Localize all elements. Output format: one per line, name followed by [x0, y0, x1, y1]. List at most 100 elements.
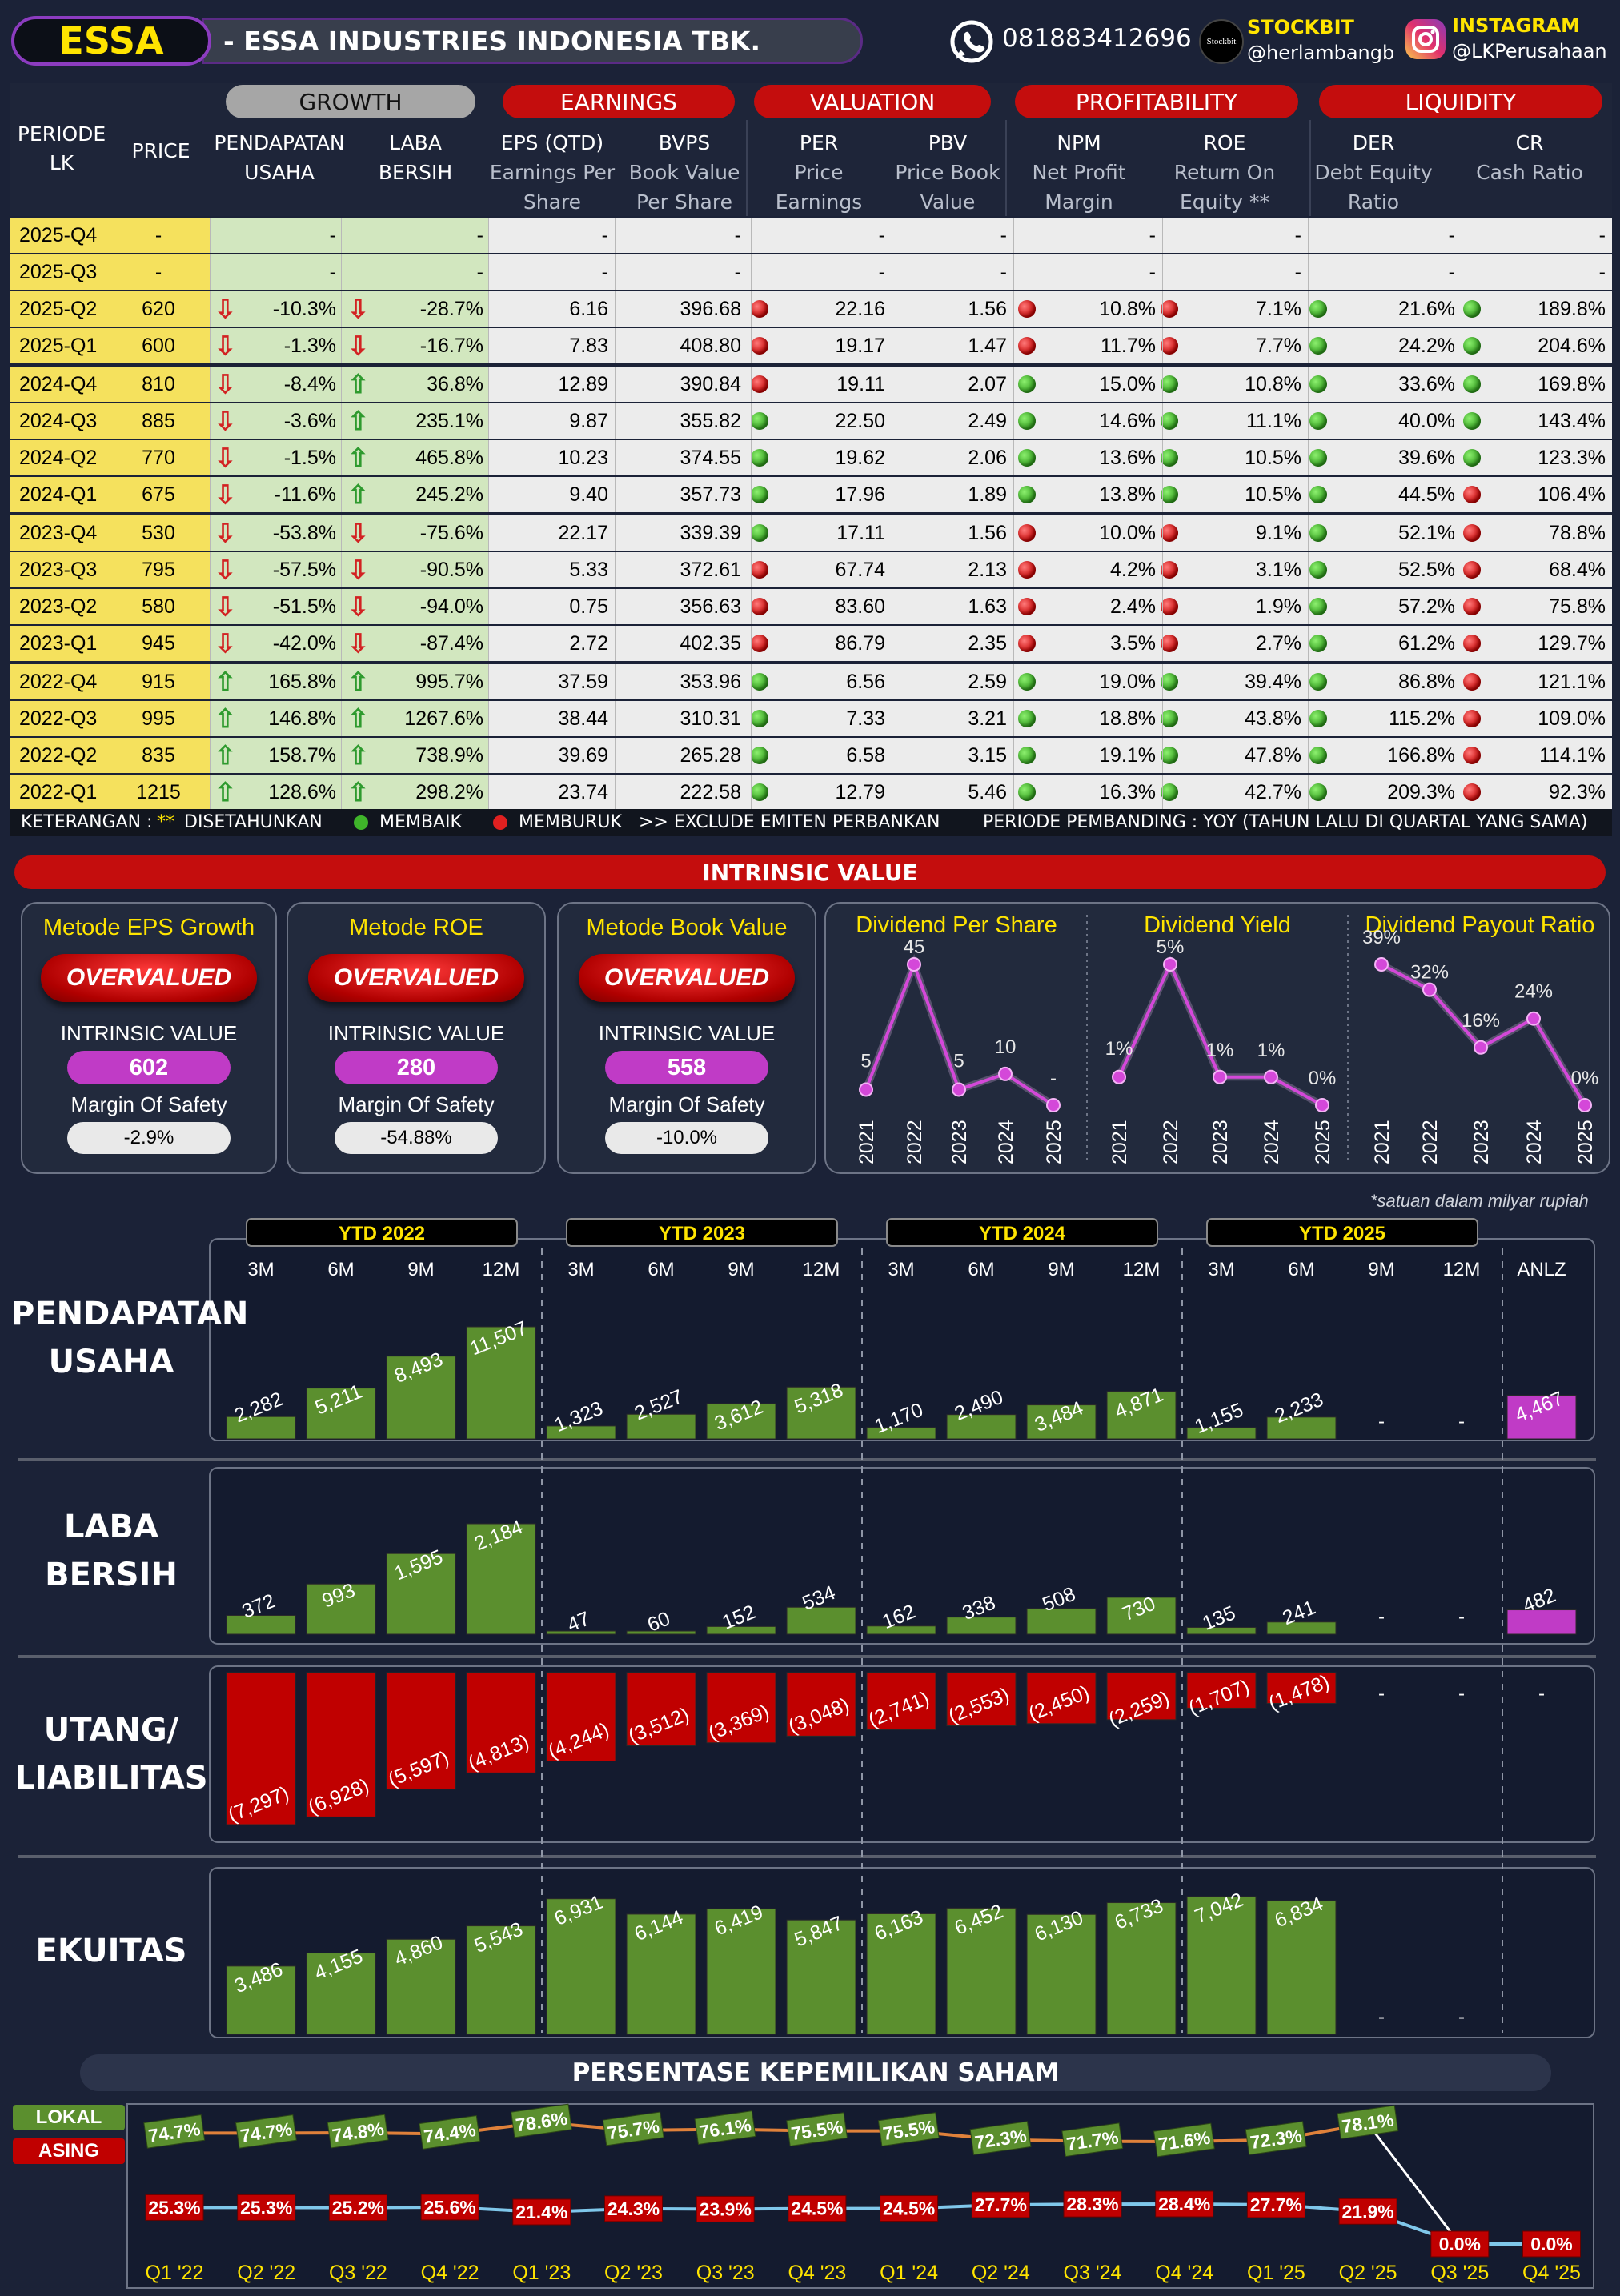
der: 52.1%	[1398, 522, 1455, 544]
dividend-point	[1422, 982, 1437, 997]
asing-data-label: 24.5%	[791, 2198, 843, 2219]
table-row: 2024-Q2 770 ⇩ ⇧ -1.5% 465.8% 10.23 374.55 19.62 2…	[10, 440, 1612, 475]
row-growth-bg	[210, 218, 488, 253]
bar-ekuitas-0	[226, 1965, 296, 2035]
col-sep	[1162, 440, 1163, 475]
legend-star: **	[157, 812, 174, 832]
roe: 1.9%	[1256, 595, 1301, 618]
table-row: 2022-Q1 1215 ⇧ ⇧ 128.6% 298.2% 23.74 222.58 12.7…	[10, 775, 1612, 810]
col-sep	[488, 403, 489, 439]
bar-empty-label: -	[1458, 1683, 1465, 1705]
intrinsic-value-title: INTRINSIC VALUE	[14, 855, 1606, 889]
asing-label-box	[145, 2194, 204, 2221]
row-group-sep	[10, 365, 1612, 367]
bar-empty-label: -	[1458, 1411, 1465, 1432]
arrow-up-icon: ⇧	[215, 704, 236, 733]
bar-pendapatan-usaha-12	[1186, 1427, 1257, 1440]
ytd-header-label: YTD 2022	[339, 1223, 425, 1244]
green-signal-icon	[751, 449, 768, 467]
npm: 13.6%	[1099, 447, 1156, 469]
red-signal-icon	[1463, 486, 1481, 503]
period: 2024-Q3	[19, 410, 98, 432]
green-signal-icon	[1309, 412, 1327, 430]
red-signal-icon	[1161, 635, 1178, 652]
roe: 7.1%	[1256, 298, 1301, 320]
bar-ekuitas-9	[946, 1907, 1017, 2035]
legend-label: KETERANGAN :	[21, 812, 153, 832]
asing-label-box	[971, 2191, 1030, 2218]
red-signal-icon	[1161, 524, 1178, 542]
row-growth-bg	[210, 367, 488, 402]
quarter-label: Q1 '25	[1247, 2262, 1305, 2284]
pbv: 1.47	[968, 335, 1007, 357]
col-sep	[341, 440, 342, 475]
row-data-bg	[488, 403, 1612, 439]
asing-data-label: 0.0%	[1530, 2234, 1572, 2254]
arrow-down-icon: ⇩	[215, 629, 236, 658]
dividend-data-label: 1%	[1206, 1040, 1234, 1061]
col-9-main: CR	[1515, 131, 1544, 154]
pbv: 2.07	[968, 373, 1007, 395]
period: 2023-Q4	[19, 522, 98, 544]
col-sep	[751, 328, 752, 363]
pbv: 2.49	[968, 410, 1007, 432]
head-sep	[1309, 120, 1311, 216]
col-sep	[488, 367, 489, 402]
col-8-sub: Debt Equity Ratio	[1314, 161, 1433, 214]
lokal-label-box	[1153, 2122, 1215, 2158]
arrow-down-icon: ⇩	[215, 370, 236, 399]
col-sep	[1308, 440, 1309, 475]
bar-ekuitas-3	[466, 1925, 536, 2035]
bar-pendapatan-usaha-6	[706, 1403, 776, 1440]
dividend-point	[1526, 1011, 1541, 1026]
arrow-down-icon: ⇩	[215, 555, 236, 584]
red-signal-icon	[1463, 561, 1481, 579]
pbv: -	[1000, 224, 1007, 246]
col-sep	[615, 552, 616, 587]
dividend-point	[1315, 1098, 1329, 1112]
col-sep	[1162, 328, 1163, 363]
period-label: 12M	[483, 1259, 520, 1280]
green-signal-icon	[1309, 486, 1327, 503]
price: 945	[142, 632, 175, 655]
der: 33.6%	[1398, 373, 1455, 395]
bar-ekuitas-6	[706, 1908, 776, 2035]
asing-label-box	[512, 2198, 571, 2226]
pbv: 1.89	[968, 483, 1007, 506]
col-6-sub: Net Profit Margin	[1032, 161, 1126, 214]
dividend-data-label: 45	[904, 936, 925, 958]
eps: -	[601, 224, 608, 246]
green-signal-icon	[1161, 673, 1178, 691]
col-sep	[341, 477, 342, 512]
eps: 22.17	[558, 522, 608, 544]
col-0-sub: USAHA	[244, 161, 315, 184]
der: 166.8%	[1387, 744, 1455, 767]
quarter-label: Q1 '22	[146, 2262, 204, 2284]
col-sep	[210, 515, 211, 551]
red-signal-icon	[1018, 524, 1036, 542]
bar-laba-bersih-7	[786, 1606, 856, 1635]
quarter-label: Q3 '25	[1430, 2262, 1489, 2284]
row-period-bg	[10, 291, 210, 327]
green-signal-icon	[1161, 375, 1178, 393]
col-sep	[1308, 291, 1309, 327]
red-signal-icon	[751, 635, 768, 652]
eps: 5.33	[569, 559, 608, 581]
bvps: 408.80	[680, 335, 741, 357]
col-0-main: PENDAPATAN	[214, 131, 345, 154]
phone-number: 081883412696	[1002, 24, 1192, 53]
arrow-up-icon: ⇧	[347, 370, 369, 399]
col-sep	[1308, 738, 1309, 773]
ytd-header-box	[566, 1218, 838, 1247]
col-sep	[1013, 403, 1014, 439]
dividend-year-label: 2023	[948, 1120, 971, 1164]
asing-data-label: 25.2%	[332, 2198, 384, 2218]
row-data-bg	[488, 626, 1612, 661]
eps: 38.44	[558, 707, 608, 730]
price: 600	[142, 335, 175, 357]
asing-label-box	[420, 2194, 479, 2221]
price: 810	[142, 373, 175, 395]
asing-data-label: 28.3%	[1066, 2194, 1118, 2214]
asing-data-label: 21.4%	[515, 2202, 567, 2222]
table-row: 2022-Q3 995 ⇧ ⇧ 146.8% 1267.6% 38.44 310.31 7.33…	[10, 701, 1612, 736]
